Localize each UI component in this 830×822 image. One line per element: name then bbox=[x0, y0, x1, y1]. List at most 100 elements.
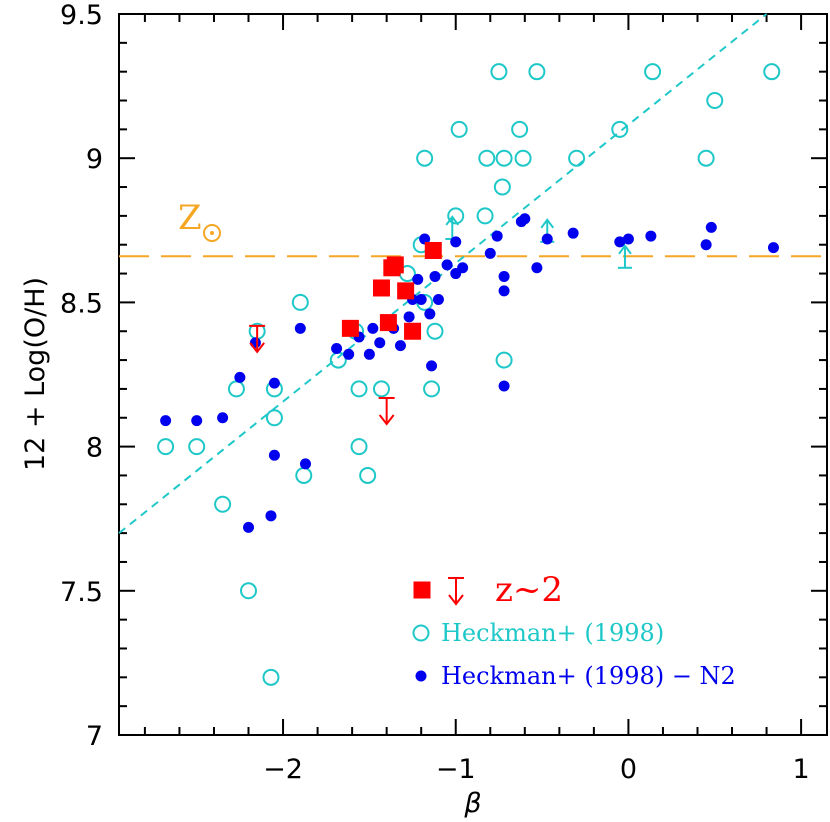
heckman-point bbox=[697, 149, 715, 167]
heckman-n2-point bbox=[614, 236, 626, 248]
legend: z~2 Heckman+ (1998) Heckman+ (1998) − N2 bbox=[412, 570, 736, 690]
heckman-n2-point bbox=[217, 412, 229, 424]
arrow-head-icon bbox=[540, 218, 555, 229]
heckman-lower-limit bbox=[445, 215, 460, 240]
solar-label-text: Z bbox=[178, 198, 202, 238]
z2-point bbox=[341, 319, 359, 337]
heckman-point bbox=[240, 582, 258, 600]
heckman-n2-point bbox=[498, 380, 510, 392]
plot-frame bbox=[118, 13, 828, 736]
legend-z2-limit-marker bbox=[448, 577, 464, 606]
heckman-point bbox=[416, 149, 434, 167]
heckman-n2-point bbox=[491, 230, 503, 242]
z2-point bbox=[379, 314, 397, 332]
heckman-n2-point bbox=[498, 270, 510, 282]
arrow-head-icon bbox=[445, 215, 460, 226]
heckman-point bbox=[706, 92, 724, 110]
heckman-n2-point bbox=[567, 227, 579, 239]
heckman-point bbox=[493, 178, 511, 196]
arrow-head-icon bbox=[378, 414, 395, 426]
solar-symbol-dot bbox=[210, 231, 214, 235]
heckman-point bbox=[528, 63, 546, 81]
heckman-n2-point bbox=[249, 337, 261, 349]
legend-z2-label: z~2 bbox=[495, 570, 563, 610]
heckman-n2-point bbox=[294, 322, 306, 334]
heckman-n2-point bbox=[331, 343, 343, 355]
heckman-n2-point bbox=[367, 322, 379, 334]
heckman-n2-point bbox=[243, 521, 255, 533]
heckman-n2-point bbox=[450, 236, 462, 248]
heckman-point bbox=[495, 149, 513, 167]
heckman-point bbox=[350, 438, 368, 456]
heckman-point bbox=[295, 466, 313, 484]
heckman-n2-point bbox=[429, 270, 441, 282]
heckman-n2-point bbox=[622, 233, 634, 245]
heckman-n2-point bbox=[363, 348, 375, 360]
heckman-point bbox=[372, 380, 390, 398]
x-tick-label: −2 bbox=[263, 754, 303, 785]
y-tick-label: 9 bbox=[86, 144, 103, 175]
heckman-n2-point bbox=[268, 449, 280, 461]
heckman-point bbox=[511, 120, 529, 138]
reference-lines bbox=[118, 13, 827, 534]
heckman-n2-point bbox=[541, 233, 553, 245]
fit-line bbox=[118, 13, 768, 534]
heckman-n2-point bbox=[519, 213, 531, 225]
heckman-n2-point bbox=[374, 337, 386, 349]
z2-point bbox=[404, 322, 422, 340]
heckman-n2-point bbox=[700, 239, 712, 251]
heckman-n2-point bbox=[343, 348, 355, 360]
heckman-point bbox=[514, 149, 532, 167]
heckman-n2-point bbox=[419, 233, 431, 245]
arrow-head-icon bbox=[448, 594, 464, 606]
data-points bbox=[157, 63, 781, 686]
heckman-point bbox=[214, 495, 232, 513]
solar-symbol-icon bbox=[203, 224, 221, 242]
heckman-point bbox=[611, 120, 629, 138]
heckman-point bbox=[262, 668, 280, 686]
heckman-point bbox=[476, 207, 494, 225]
heckman-point bbox=[227, 380, 245, 398]
heckman-n2-point bbox=[394, 340, 406, 352]
heckman-point bbox=[423, 380, 441, 398]
y-tick-label: 7.5 bbox=[60, 577, 103, 608]
z2-point bbox=[372, 279, 390, 297]
heckman-point bbox=[495, 351, 513, 369]
heckman-point bbox=[265, 409, 283, 427]
heckman-n2-point bbox=[645, 230, 657, 242]
heckman-n2-point bbox=[191, 415, 203, 427]
heckman-point bbox=[359, 466, 377, 484]
heckman-n2-point bbox=[432, 294, 444, 306]
heckman-n2-point bbox=[265, 510, 277, 522]
heckman-n2-point bbox=[299, 458, 311, 470]
x-tick-label: −1 bbox=[436, 754, 476, 785]
heckman-point bbox=[188, 438, 206, 456]
heckman-n2-point bbox=[415, 294, 427, 306]
x-axis-title: β bbox=[463, 788, 481, 819]
heckman-n2-point bbox=[767, 242, 779, 254]
heckman-point bbox=[291, 293, 309, 311]
arrow-head-icon bbox=[249, 342, 265, 354]
y-tick-label: 9.5 bbox=[60, 0, 103, 31]
y-tick-label: 7 bbox=[86, 721, 103, 752]
heckman-point bbox=[568, 149, 586, 167]
heckman-n2-point bbox=[457, 262, 469, 274]
z2-point bbox=[424, 241, 442, 259]
heckman-n2-point bbox=[426, 360, 438, 372]
heckman-point bbox=[763, 63, 781, 81]
heckman-n2-point bbox=[531, 262, 543, 274]
heckman-n2-point bbox=[705, 221, 717, 233]
heckman-point bbox=[490, 63, 508, 81]
heckman-n2-point bbox=[412, 273, 424, 285]
heckman-lower-limit bbox=[617, 244, 632, 269]
y-tick-label: 8 bbox=[86, 433, 103, 464]
heckman-point bbox=[447, 207, 465, 225]
heckman-point bbox=[426, 322, 444, 340]
heckman-n2-point bbox=[424, 308, 436, 320]
arrow-head-icon bbox=[618, 244, 632, 255]
heckman-n2-point bbox=[441, 259, 453, 271]
axis-ticks bbox=[119, 14, 827, 735]
legend-heckman-n2-label: Heckman+ (1998) − N2 bbox=[441, 662, 736, 690]
legend-heckman-marker bbox=[412, 624, 430, 642]
